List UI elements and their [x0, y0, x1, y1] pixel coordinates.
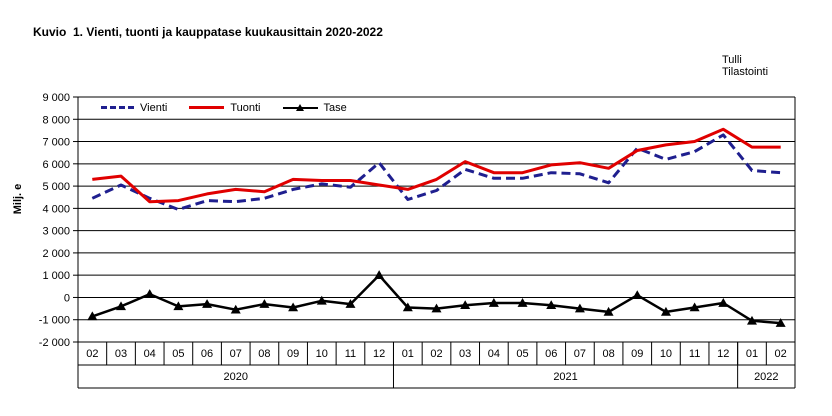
source-attribution: Tulli Tilastointi — [722, 54, 768, 78]
x-month-label: 04 — [488, 348, 500, 360]
x-month-label: 05 — [516, 348, 528, 360]
y-axis-label: -2 000 — [39, 337, 70, 349]
source-line-1: Tulli — [722, 54, 742, 66]
y-axis-label: 8 000 — [42, 114, 70, 126]
tase-marker — [144, 289, 155, 298]
legend-label-vienti: Vienti — [140, 101, 168, 114]
tase-marker — [116, 301, 127, 311]
y-axis-label: 6 000 — [42, 159, 70, 171]
x-month-label: 02 — [775, 348, 787, 360]
y-axis-label: 7 000 — [42, 137, 70, 149]
x-month-label: 08 — [602, 348, 614, 360]
tase-marker — [345, 299, 356, 308]
x-month-label: 07 — [574, 348, 586, 360]
y-axis-label: 4 000 — [42, 203, 70, 215]
y-axis-label: 3 000 — [42, 226, 70, 238]
x-month-label: 02 — [86, 348, 98, 360]
y-axis-label: 5 000 — [42, 181, 70, 193]
legend-tase-marker-icon — [296, 103, 304, 111]
x-month-label: 05 — [172, 348, 184, 360]
tase-marker — [660, 306, 671, 316]
x-month-label: 09 — [287, 348, 299, 360]
tase-marker — [488, 298, 499, 307]
x-month-label: 03 — [115, 348, 127, 360]
x-month-label: 10 — [660, 348, 672, 360]
tase-marker — [202, 299, 213, 308]
x-month-label: 04 — [144, 348, 156, 360]
legend-label-tuonti: Tuonti — [230, 101, 261, 114]
y-axis-label: 2 000 — [42, 248, 70, 260]
tase-marker — [316, 295, 327, 305]
y-axis-label: -1 000 — [39, 315, 70, 327]
tase-marker — [689, 302, 700, 312]
tase-marker — [87, 311, 98, 321]
x-year-label: 2020 — [223, 371, 247, 383]
source-line-2: Tilastointi — [722, 66, 769, 78]
x-month-label: 08 — [258, 348, 270, 360]
tase-marker — [259, 299, 270, 308]
tase-marker — [517, 298, 528, 307]
x-month-label: 11 — [345, 348, 356, 360]
tase-marker — [402, 302, 413, 312]
legend: Vienti Tuonti Tase — [101, 100, 369, 115]
legend-tuonti-line-sample — [189, 106, 225, 109]
tase-marker — [173, 301, 184, 311]
x-year-label: 2022 — [754, 371, 778, 383]
x-month-label: 12 — [717, 348, 729, 360]
tase-marker — [603, 306, 614, 316]
vienti-line — [91, 133, 781, 211]
x-month-label: 01 — [402, 348, 414, 360]
y-axis-label: 1 000 — [42, 270, 70, 282]
legend-tase-line-sample — [282, 103, 318, 111]
x-month-label: 09 — [631, 348, 643, 360]
chart-title: Kuvio 1. Vienti, tuonti ja kauppatase ku… — [33, 25, 383, 39]
x-year-label: 2021 — [553, 371, 577, 383]
tase-marker — [374, 270, 385, 279]
tase-marker — [546, 300, 557, 310]
tuonti-line — [92, 127, 781, 204]
tase-marker — [718, 298, 729, 307]
x-month-label: 11 — [689, 348, 700, 360]
x-month-label: 01 — [746, 348, 758, 360]
tase-marker — [746, 315, 757, 325]
tase-marker — [288, 302, 299, 312]
tase-marker — [632, 290, 643, 300]
x-month-label: 10 — [316, 348, 328, 360]
tase-marker — [775, 318, 786, 327]
tase-marker — [460, 300, 471, 310]
x-month-label: 12 — [373, 348, 385, 360]
x-month-label: 07 — [230, 348, 242, 360]
legend-label-tase: Tase — [323, 101, 347, 114]
y-axis-label: 0 — [64, 292, 70, 304]
x-month-label: 03 — [459, 348, 471, 360]
tase-marker — [230, 304, 241, 314]
tase-marker — [574, 303, 585, 313]
y-axis-label: 9 000 — [42, 92, 70, 104]
x-month-label: 06 — [545, 348, 557, 360]
tase-marker — [431, 303, 442, 313]
tase-line — [91, 273, 781, 325]
x-month-label: 02 — [430, 348, 442, 360]
legend-vienti-line-sample — [101, 106, 134, 109]
x-month-label: 06 — [201, 348, 213, 360]
